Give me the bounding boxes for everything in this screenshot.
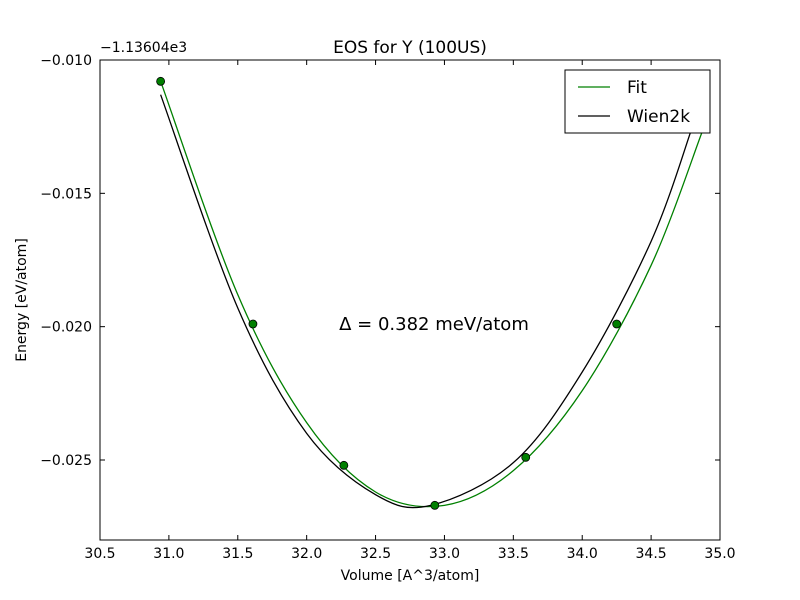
legend-box [564, 69, 711, 134]
series-line-fit [160, 81, 703, 508]
data-point [248, 319, 258, 329]
chart-title: EOS for Y (100US) [333, 38, 487, 58]
x-tick-label: 34.5 [636, 546, 667, 562]
y-axis-label: Energy [eV/atom] [14, 238, 30, 362]
data-point [156, 76, 166, 86]
x-tick-label: 31.0 [153, 546, 184, 562]
x-axis: 30.5 31.0 31.5 32.0 32.5 33.0 33.5 34.0 34.5 35.0 [84, 60, 736, 562]
x-tick-label: 35.0 [704, 546, 735, 562]
x-axis-label: Volume [A^3/atom] [341, 568, 480, 584]
data-point [339, 460, 349, 470]
x-tick-label: 31.5 [222, 546, 253, 562]
y-axis: −0.010 −0.015 −0.020 −0.025 [40, 53, 720, 469]
y-tick-label: −0.020 [40, 320, 92, 336]
x-tick-label: 32.5 [360, 546, 391, 562]
data-point [430, 500, 440, 510]
data-point [612, 319, 622, 329]
x-tick-label: 33.0 [429, 546, 460, 562]
y-tick-label: −0.010 [40, 53, 92, 69]
data-point [521, 452, 531, 462]
x-tick-label: 34.0 [567, 546, 598, 562]
delta-annotation: Δ = 0.382 meV/atom [339, 314, 529, 335]
legend-label-fit: Fit [627, 78, 647, 98]
legend-label-wien2k: Wien2k [627, 107, 690, 127]
x-tick-label: 30.5 [84, 546, 115, 562]
y-tick-label: −0.025 [40, 453, 92, 469]
plot-frame [99, 59, 721, 541]
y-offset-label: −1.13604e3 [100, 40, 187, 56]
x-tick-label: 32.0 [291, 546, 322, 562]
legend: Fit Wien2k [564, 69, 711, 134]
x-tick-label: 33.5 [498, 546, 529, 562]
y-tick-label: −0.015 [40, 186, 92, 202]
plot-content [156, 76, 703, 510]
